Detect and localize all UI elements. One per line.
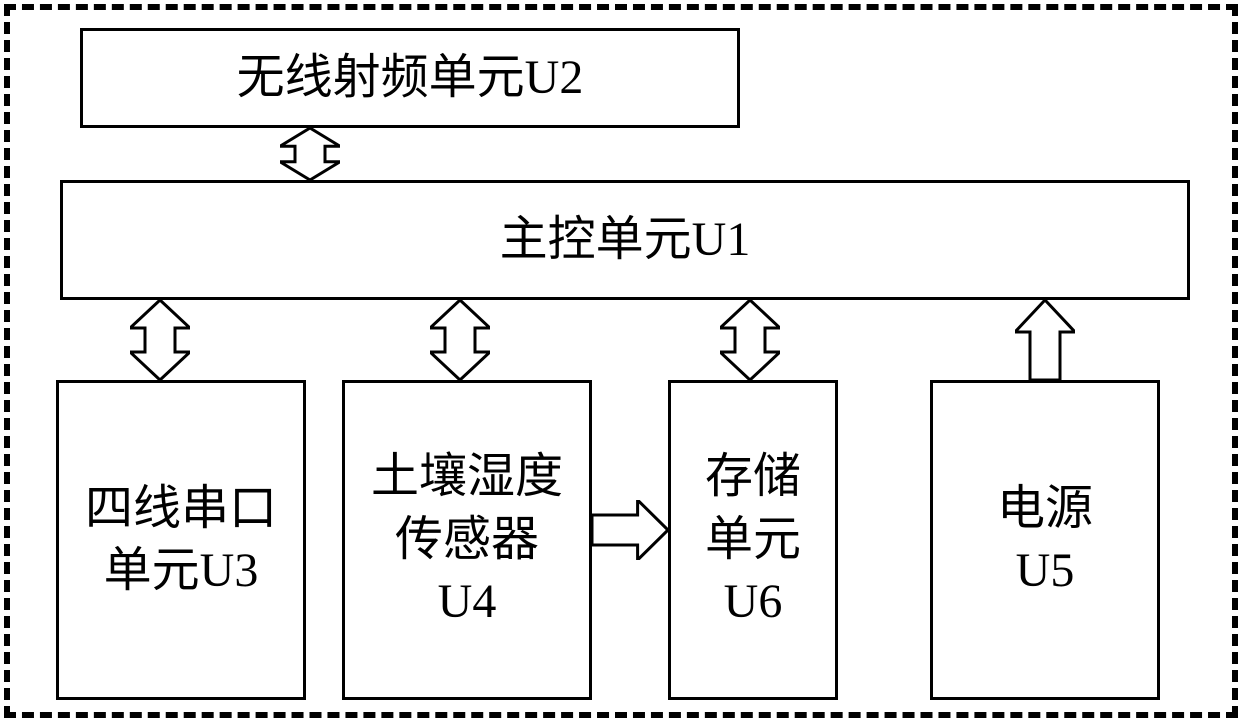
block-u6-label: 存储 单元 U6: [705, 446, 801, 633]
block-rf-unit-u2: 无线射频单元U2: [80, 28, 740, 128]
block-u5-label: 电源 U5: [997, 478, 1093, 603]
arrow-right-u4-u6: [592, 500, 668, 560]
arrow-bidirectional-u1-u3: [130, 300, 190, 380]
block-u3-label: 四线串口 单元U3: [85, 478, 277, 603]
block-u1-label: 主控单元U1: [500, 209, 751, 271]
block-soil-sensor-u4: 土壤湿度 传感器 U4: [342, 380, 592, 700]
arrow-bidirectional-u2-u1: [280, 128, 340, 180]
block-u4-label: 土壤湿度 传感器 U4: [371, 446, 563, 633]
block-serial-port-u3: 四线串口 单元U3: [56, 380, 306, 700]
block-power-u5: 电源 U5: [930, 380, 1160, 700]
arrow-bidirectional-u1-u4: [430, 300, 490, 380]
arrow-bidirectional-u1-u6: [720, 300, 780, 380]
block-u2-label: 无线射频单元U2: [237, 47, 584, 109]
block-main-control-u1: 主控单元U1: [60, 180, 1190, 300]
block-storage-u6: 存储 单元 U6: [668, 380, 838, 700]
arrow-up-u5-u1: [1015, 300, 1075, 380]
